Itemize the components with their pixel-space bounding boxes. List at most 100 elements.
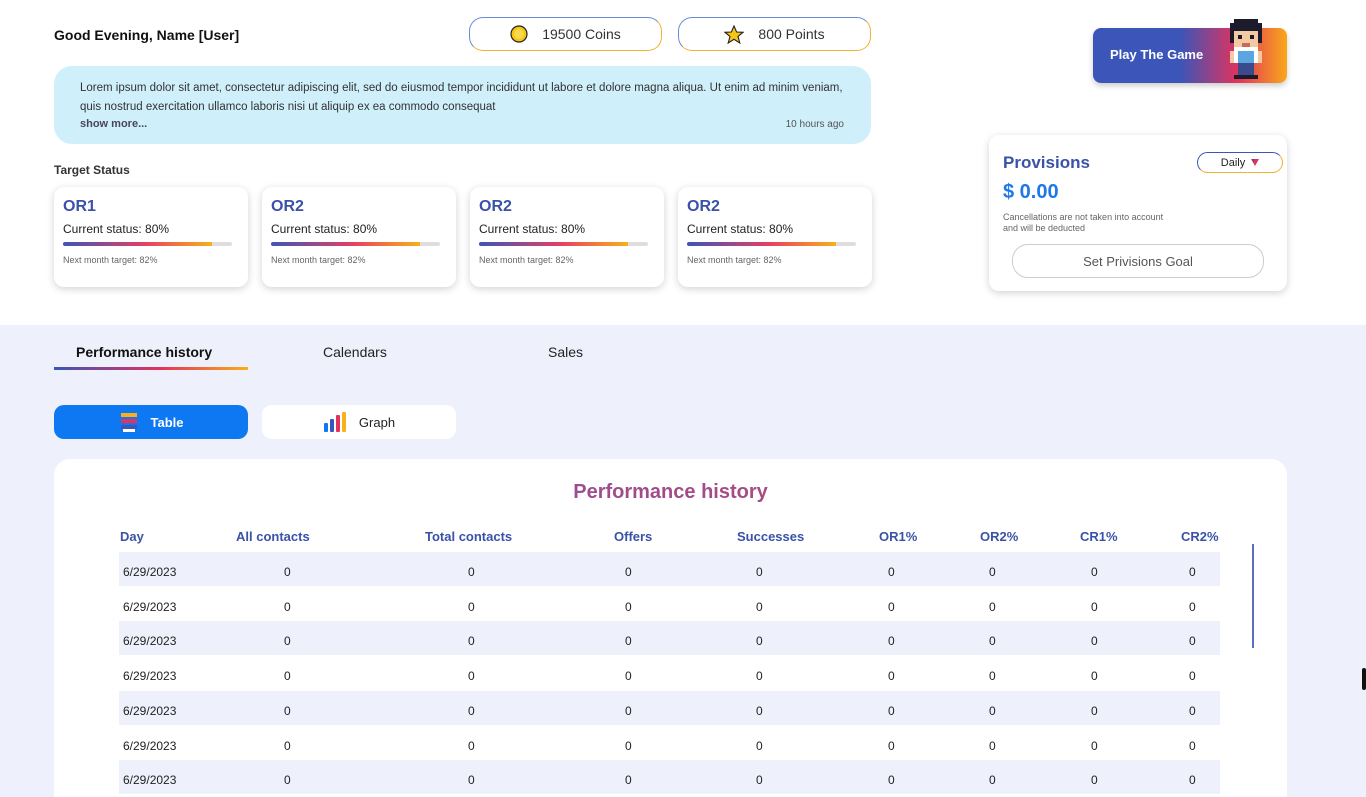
table-cell-value: 0 (284, 599, 291, 614)
column-header-day: Day (120, 529, 144, 544)
set-provisions-goal-button[interactable]: Set Privisions Goal (1012, 244, 1264, 278)
table-scrollbar[interactable] (1252, 544, 1254, 648)
table-cell-day: 6/29/2023 (123, 738, 177, 753)
target-card-or2[interactable]: OR2 Current status: 80% Next month targe… (678, 187, 872, 287)
target-card-or1[interactable]: OR1 Current status: 80% Next month targe… (54, 187, 248, 287)
target-card-or2[interactable]: OR2 Current status: 80% Next month targe… (262, 187, 456, 287)
table-cell-value: 0 (756, 773, 763, 788)
table-cell-day: 6/29/2023 (123, 599, 177, 614)
target-card-name: OR1 (63, 198, 96, 215)
column-header-offers: Offers (614, 529, 653, 544)
column-header-cr2: CR2% (1181, 529, 1219, 544)
table-cell-value: 0 (888, 703, 895, 718)
table-cell-value: 0 (625, 738, 632, 753)
table-cell-value: 0 (888, 773, 895, 788)
table-cell-day: 6/29/2023 (123, 565, 177, 579)
table-row[interactable]: 6/29/2023 0 0 0 0 0 0 0 0 (119, 552, 1220, 586)
table-cell-value: 0 (284, 669, 291, 684)
message-text: Lorem ipsum dolor sit amet, consectetur … (80, 82, 843, 113)
next-month-target: Next month target: 82% (479, 255, 574, 265)
message-timestamp: 10 hours ago (785, 119, 844, 130)
table-cell-day: 6/29/2023 (123, 773, 177, 788)
table-cell-value: 0 (989, 565, 996, 579)
table-view-button[interactable]: Table (54, 405, 248, 439)
show-more-link[interactable]: show more... (80, 118, 148, 130)
column-header-cr1: CR1% (1080, 529, 1118, 544)
table-cell-value: 0 (468, 738, 475, 753)
table-view-label: Table (150, 414, 184, 430)
notification-message: Lorem ipsum dolor sit amet, consectetur … (54, 66, 871, 144)
table-cell-value: 0 (468, 703, 475, 718)
provisions-amount: $ 0.00 (1003, 181, 1059, 203)
table-cell-value: 0 (1189, 669, 1196, 684)
table-title: Performance history (54, 481, 1287, 504)
table-cell-value: 0 (284, 738, 291, 753)
table-cell-value: 0 (284, 634, 291, 649)
table-cell-value: 0 (888, 634, 895, 649)
period-label: Daily (1220, 156, 1246, 169)
graph-view-button[interactable]: Graph (262, 405, 456, 439)
tab-calendars[interactable]: Calendars (323, 344, 387, 360)
target-card-or2[interactable]: OR2 Current status: 80% Next month targe… (470, 187, 664, 287)
table-cell-value: 0 (1091, 703, 1098, 718)
table-cell-value: 0 (756, 634, 763, 649)
current-status: Current status: 80% (687, 222, 794, 236)
table-cell-value: 0 (989, 773, 996, 788)
coins-label: 19500 Coins (542, 26, 621, 42)
target-card-name: OR2 (687, 198, 720, 215)
table-cell-value: 0 (989, 599, 996, 614)
status-progress-bar (479, 242, 648, 246)
table-cell-value: 0 (1091, 773, 1098, 788)
table-cell-value: 0 (756, 738, 763, 753)
table-cell-value: 0 (989, 634, 996, 649)
table-row[interactable]: 6/29/2023 0 0 0 0 0 0 0 0 (119, 760, 1220, 795)
table-cell-value: 0 (625, 634, 632, 649)
target-status-title: Target Status (54, 163, 130, 177)
target-card-name: OR2 (271, 198, 304, 215)
table-row[interactable]: 6/29/2023 0 0 0 0 0 0 0 0 (119, 587, 1220, 621)
graph-view-label: Graph (358, 414, 396, 430)
table-row[interactable]: 6/29/2023 0 0 0 0 0 0 0 0 (119, 656, 1220, 690)
table-cell-value: 0 (1091, 565, 1098, 579)
chevron-down-icon (1251, 159, 1260, 166)
provisions-title: Provisions (1003, 153, 1090, 172)
table-row[interactable]: 6/29/2023 0 0 0 0 0 0 0 0 (119, 621, 1220, 656)
table-cell-value: 0 (989, 669, 996, 684)
current-status: Current status: 80% (271, 222, 378, 236)
table-cell-value: 0 (625, 565, 632, 579)
period-dropdown[interactable]: Daily (1197, 152, 1283, 173)
next-month-target: Next month target: 82% (271, 255, 366, 265)
column-header-all-contacts: All contacts (236, 529, 310, 544)
table-cell-value: 0 (888, 738, 895, 753)
star-icon (724, 24, 745, 44)
table-cell-value: 0 (1189, 738, 1196, 753)
points-badge[interactable]: 800 Points (678, 17, 871, 51)
page-edge-marker (1362, 668, 1366, 690)
tab-sales[interactable]: Sales (548, 344, 584, 360)
tab-performance-history[interactable]: Performance history (76, 344, 213, 360)
table-cell-value: 0 (625, 703, 632, 718)
current-status: Current status: 80% (63, 222, 170, 236)
table-cell-value: 0 (284, 773, 291, 788)
table-cell-value: 0 (1091, 634, 1098, 649)
coins-badge[interactable]: 19500 Coins (469, 17, 662, 51)
table-row[interactable]: 6/29/2023 0 0 0 0 0 0 0 0 (119, 726, 1220, 760)
next-month-target: Next month target: 82% (63, 255, 158, 265)
target-card-name: OR2 (479, 198, 512, 215)
active-tab-indicator (54, 367, 248, 370)
performance-history-panel: Performance history Day All contacts Tot… (54, 459, 1287, 797)
table-cell-value: 0 (1091, 599, 1098, 614)
table-cell-day: 6/29/2023 (123, 634, 177, 649)
column-header-or2: OR2% (980, 529, 1019, 544)
table-cell-value: 0 (1189, 599, 1196, 614)
column-header-successes: Successes (737, 529, 805, 544)
column-header-or1: OR1% (879, 529, 918, 544)
table-cell-value: 0 (756, 599, 763, 614)
table-row[interactable]: 6/29/2023 0 0 0 0 0 0 0 0 (119, 690, 1220, 725)
table-cell-value: 0 (468, 565, 475, 579)
table-cell-value: 0 (625, 669, 632, 684)
table-cell-value: 0 (888, 565, 895, 579)
table-cell-value: 0 (756, 669, 763, 684)
table-cell-value: 0 (989, 738, 996, 753)
current-status: Current status: 80% (479, 222, 586, 236)
